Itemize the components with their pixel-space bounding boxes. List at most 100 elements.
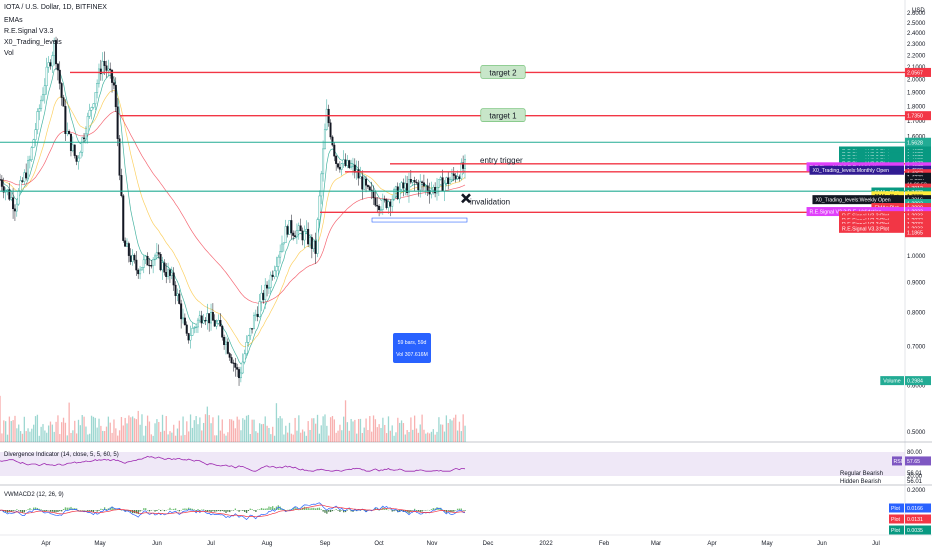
- volume-bar: [311, 418, 312, 442]
- volume-bar: [63, 418, 64, 442]
- macd-hist-bar: [459, 509, 460, 510]
- macd-hist-bar: [463, 510, 464, 511]
- volume-bar: [212, 417, 213, 442]
- candle-body: [432, 187, 434, 190]
- indicator-volume[interactable]: Vol: [4, 49, 14, 58]
- candle-body: [289, 220, 291, 234]
- candle-body: [291, 220, 293, 233]
- volume-bar: [356, 434, 357, 442]
- volume-bar: [171, 433, 172, 442]
- volume-bar: [126, 423, 127, 442]
- volume-bar: [85, 427, 86, 442]
- candle-body: [444, 183, 446, 191]
- macd-hist-bar: [87, 510, 88, 511]
- candle-body: [128, 243, 130, 255]
- volume-bar: [194, 420, 195, 442]
- volume-bar: [412, 430, 413, 442]
- volume-bar: [12, 420, 13, 442]
- volume-bar: [313, 418, 314, 442]
- volume-bar: [149, 422, 150, 442]
- macd-hist-bar: [97, 510, 98, 512]
- candle-body: [332, 137, 334, 145]
- volume-bar: [448, 423, 449, 442]
- macd-hist-bar: [24, 510, 25, 512]
- candle-body: [89, 110, 91, 116]
- macd-hist-bar: [61, 510, 62, 511]
- price-tag-0: 2.0567: [907, 70, 923, 76]
- macd-hist-bar: [315, 508, 316, 510]
- candle-body: [178, 294, 180, 304]
- macd-hist-bar: [448, 510, 449, 511]
- candle-body: [42, 95, 44, 100]
- volume-bar: [392, 425, 393, 442]
- volume-bar: [373, 415, 374, 442]
- candle-body: [264, 285, 266, 300]
- time-tick-0: Apr: [41, 541, 50, 547]
- macd-hist-bar: [347, 510, 348, 511]
- candle-body: [220, 320, 222, 326]
- volume-bar: [35, 416, 36, 442]
- volume-bar: [364, 428, 365, 442]
- volume-bar: [421, 415, 422, 442]
- macd-hist-bar: [246, 510, 247, 513]
- volume-bar: [296, 431, 297, 442]
- rsi-line-label-0: Regular Bearish: [840, 471, 883, 477]
- time-tick-11: Mar: [651, 541, 661, 547]
- volume-bar: [274, 436, 275, 442]
- macd-hist-bar: [250, 509, 251, 510]
- volume-bar: [104, 431, 105, 442]
- candle-body: [451, 174, 453, 180]
- macd-hist-bar: [274, 508, 275, 510]
- volume-bar: [403, 423, 404, 442]
- candle-body: [380, 210, 382, 211]
- candle-body: [375, 198, 377, 205]
- indicator-trading-levels[interactable]: X0_Trading_levels: [4, 38, 62, 47]
- macd-hist-bar: [384, 509, 385, 510]
- indicator-emas[interactable]: EMAs: [4, 16, 23, 25]
- macd-hist-bar: [175, 508, 176, 510]
- candle-body: [199, 316, 201, 320]
- macd-hist-bar: [67, 508, 68, 510]
- volume-bar: [324, 414, 325, 442]
- candle-body: [304, 231, 306, 240]
- volume-bar: [237, 417, 238, 442]
- volume-bar: [259, 423, 260, 442]
- indicator-re-signal[interactable]: R.E.Signal V3.3: [4, 27, 53, 36]
- volume-bar: [139, 425, 140, 442]
- candle-body: [162, 263, 164, 270]
- candle-body: [152, 259, 154, 265]
- volume-bar: [52, 425, 53, 442]
- volume-bar: [300, 433, 301, 442]
- macd-hist-bar: [160, 510, 161, 511]
- time-tick-1: May: [94, 541, 105, 547]
- candle-body: [50, 63, 52, 66]
- volume-bar: [143, 436, 144, 442]
- volume-bar: [205, 414, 206, 442]
- macd-hist-bar: [244, 510, 245, 512]
- candle-body: [37, 112, 39, 130]
- volume-bar: [158, 422, 159, 442]
- macd-hist-bar: [83, 510, 84, 511]
- macd-hist-bar: [242, 510, 243, 511]
- candle-body: [361, 177, 363, 190]
- macd-tag-1: 0.0131: [907, 517, 923, 523]
- candle-body: [132, 255, 134, 262]
- macd-hist-bar: [319, 508, 320, 510]
- candle-body: [320, 174, 322, 196]
- volume-bar: [304, 431, 305, 442]
- macd-hist-bar: [408, 510, 409, 513]
- volume-bar: [464, 426, 465, 442]
- price-tick-4: 2.2000: [907, 53, 926, 59]
- macd-hist-bar: [339, 510, 340, 512]
- macd-hist-bar: [171, 509, 172, 510]
- volume-bar: [291, 434, 292, 442]
- macd-hist-bar: [412, 510, 413, 511]
- volume-bar: [248, 415, 249, 442]
- volume-bar: [184, 435, 185, 442]
- candle-body: [403, 183, 405, 188]
- macd-hist-bar: [461, 509, 462, 510]
- volume-bar: [14, 416, 15, 442]
- volume-bar: [362, 433, 363, 442]
